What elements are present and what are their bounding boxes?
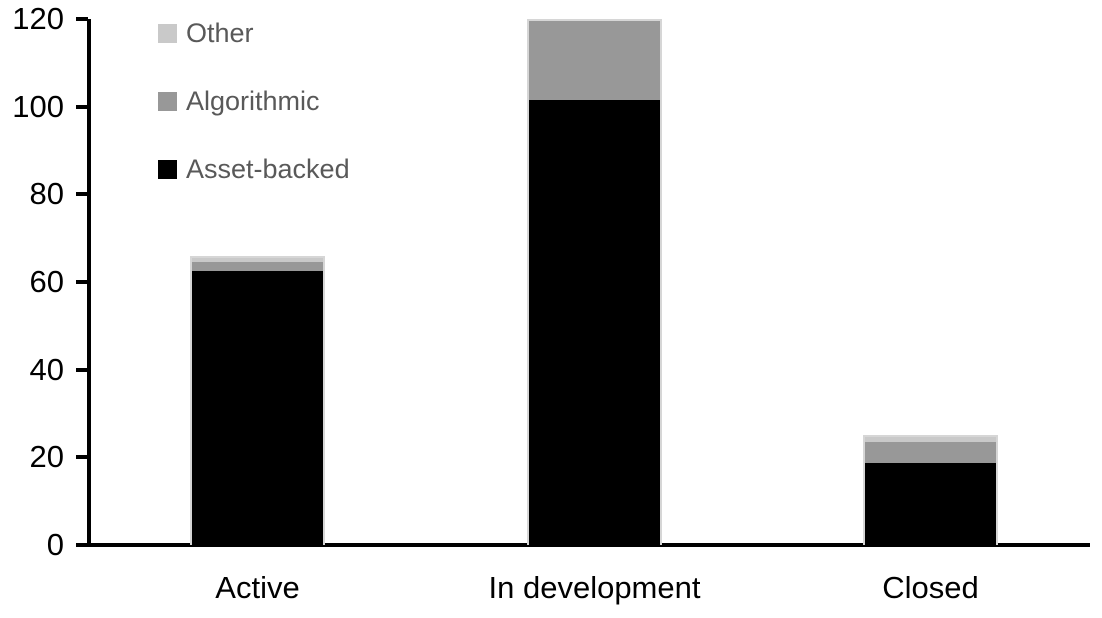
- segment-algorithmic-in-development: [529, 21, 660, 100]
- y-tick-mark-40: [76, 367, 88, 372]
- y-tick-mark-80: [76, 192, 88, 197]
- legend-label-asset-backed: Asset-backed: [186, 153, 350, 184]
- x-tick-label-in-development: In development: [488, 570, 701, 605]
- y-tick-mark-20: [76, 455, 88, 460]
- y-tick-label-20: 20: [29, 439, 64, 475]
- legend-label-other: Other: [186, 17, 254, 48]
- legend-entry-asset-backed: Asset-backed: [158, 154, 350, 184]
- y-axis-line: [87, 19, 91, 547]
- legend-swatch-asset-backed: [158, 159, 177, 179]
- bar-active: [190, 255, 325, 545]
- y-tick-mark-60: [76, 280, 88, 284]
- segment-algorithmic-active: [192, 262, 323, 271]
- legend-entry-algorithmic: Algorithmic: [158, 86, 320, 116]
- legend-entry-other: Other: [158, 18, 254, 48]
- segment-asset-backed-closed: [865, 463, 996, 545]
- segment-algorithmic-closed: [865, 441, 996, 464]
- y-tick-label-80: 80: [29, 176, 64, 212]
- legend-swatch-other: [158, 23, 177, 43]
- y-tick-label-0: 0: [46, 527, 64, 562]
- legend-label-algorithmic: Algorithmic: [186, 85, 320, 116]
- x-tick-label-active: Active: [215, 570, 300, 605]
- y-tick-mark-100: [76, 104, 88, 109]
- segment-other-active: [192, 257, 323, 263]
- bar-in-development: [527, 19, 662, 545]
- y-tick-mark-0: [76, 543, 88, 547]
- y-tick-mark-120: [76, 17, 88, 21]
- y-tick-label-60: 60: [29, 264, 64, 299]
- legend-swatch-algorithmic: [158, 91, 177, 111]
- x-tick-label-closed: Closed: [882, 570, 979, 605]
- x-axis-line: [76, 543, 1090, 547]
- y-tick-label-40: 40: [29, 351, 64, 387]
- segment-other-closed: [865, 437, 996, 442]
- y-tick-label-100: 100: [12, 88, 64, 124]
- bar-closed: [863, 435, 998, 545]
- segment-asset-backed-active: [192, 270, 323, 545]
- segment-asset-backed-in-development: [529, 99, 660, 545]
- y-tick-label-120: 120: [12, 1, 64, 36]
